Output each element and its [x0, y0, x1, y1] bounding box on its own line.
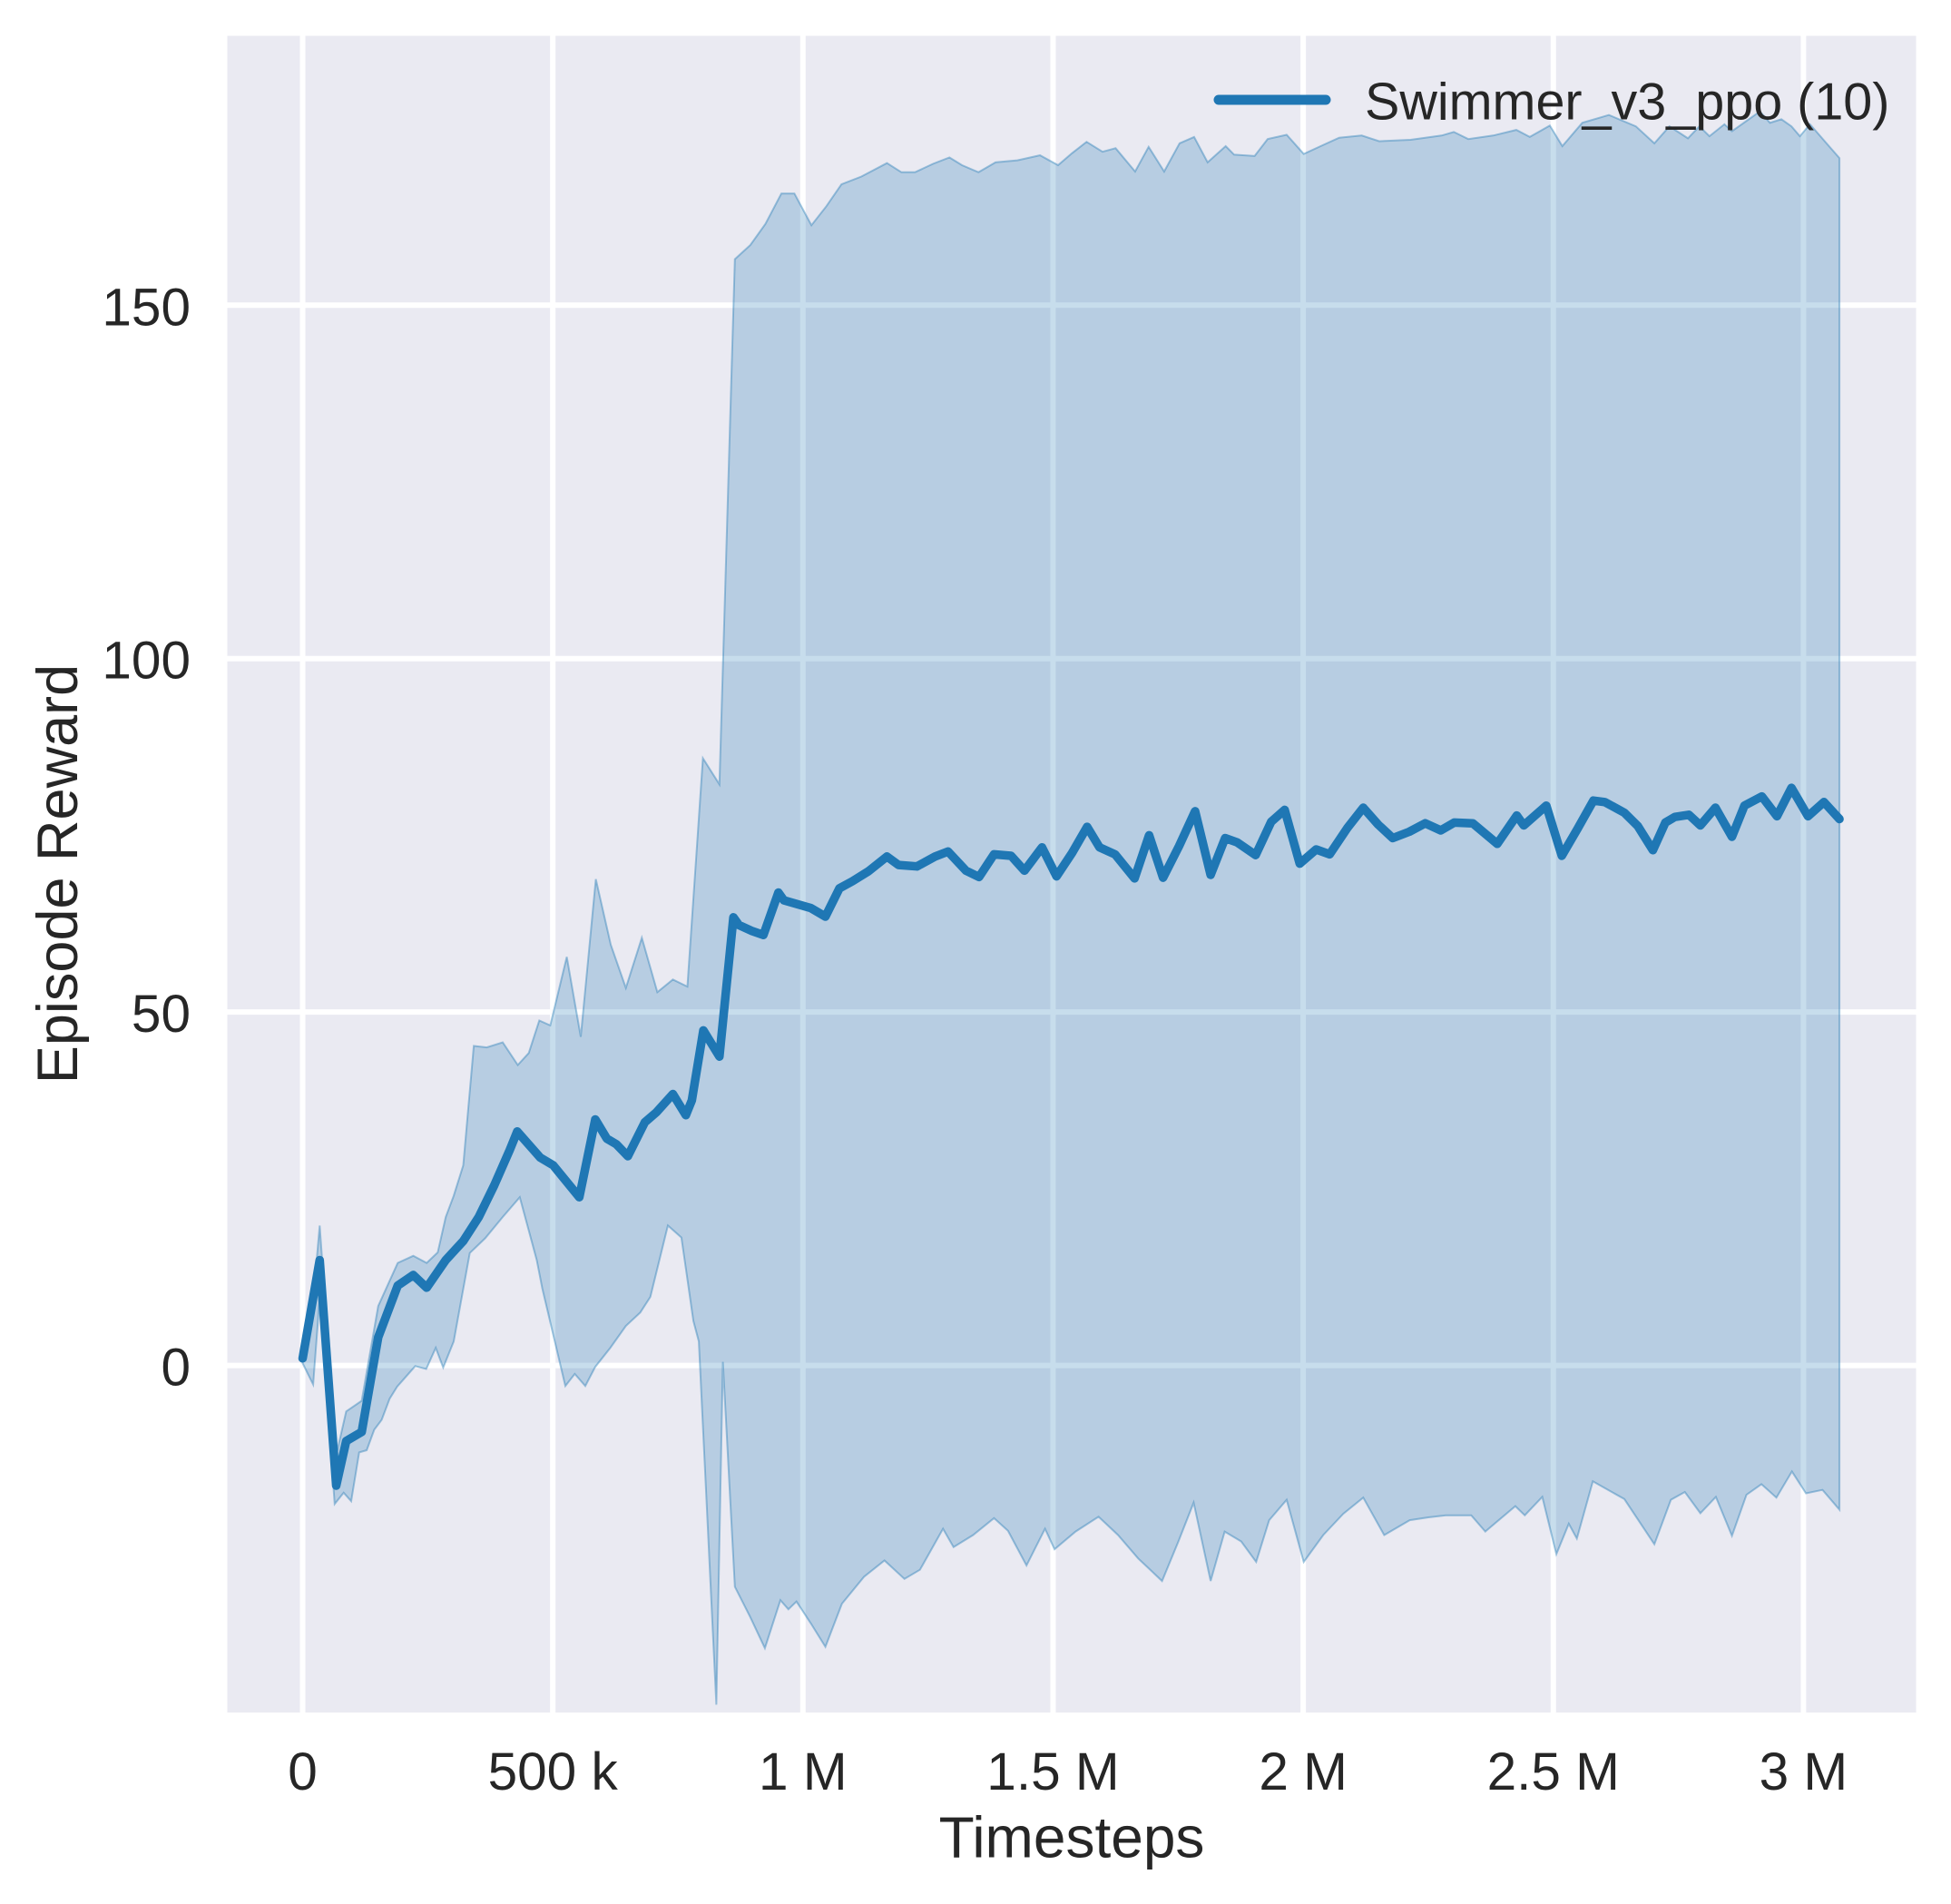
x-tick-label: 500 k [488, 1742, 619, 1801]
x-axis-label: Timesteps [939, 1805, 1205, 1870]
y-tick-label: 150 [102, 278, 191, 337]
x-tick-label: 3 M [1760, 1742, 1848, 1801]
x-tick-label: 0 [288, 1742, 318, 1801]
plot-area [227, 35, 1917, 1713]
legend-series-label: Swimmer_v3_ppo (10) [1365, 74, 1889, 132]
x-tick-labels: 0 500 k 1 M 1.5 M 2 M 2.5 M 3 M [288, 1742, 1848, 1801]
gridlines [227, 35, 1917, 1713]
series-layer [298, 110, 1844, 1705]
y-tick-labels: 0 50 100 150 [102, 278, 191, 1397]
legend: Swimmer_v3_ppo (10) [1213, 74, 1889, 132]
y-axis-label: Episode Reward [26, 664, 90, 1084]
confidence-band [301, 110, 1841, 1705]
x-tick-label: 2 M [1259, 1742, 1348, 1801]
y-tick-label: 50 [132, 985, 191, 1044]
y-tick-label: 0 [161, 1339, 191, 1398]
x-tick-label: 1 M [759, 1742, 848, 1801]
y-tick-label: 100 [102, 632, 191, 691]
x-tick-label: 2.5 M [1487, 1742, 1620, 1801]
mean-line [298, 783, 1844, 1490]
x-tick-label: 1.5 M [986, 1742, 1119, 1801]
